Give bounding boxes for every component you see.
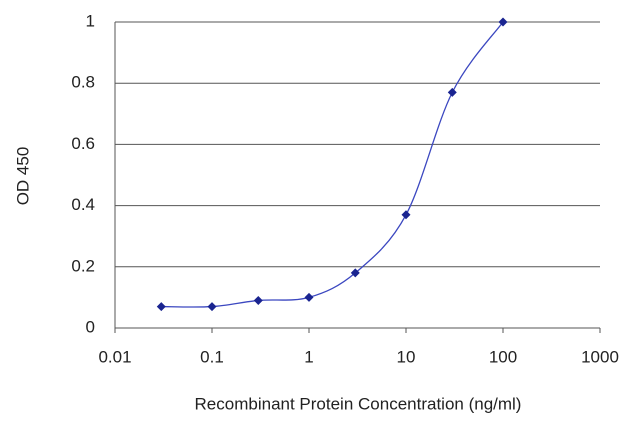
y-tick-label: 0.2	[71, 256, 95, 275]
x-axis-label: Recombinant Protein Concentration (ng/ml…	[195, 394, 522, 413]
data-point	[350, 268, 360, 278]
y-axis-label: OD 450	[13, 147, 32, 206]
data-point	[304, 292, 314, 302]
data-point	[498, 17, 508, 27]
x-tick-label: 10	[397, 347, 416, 366]
x-tick-label: 0.01	[98, 347, 131, 366]
series-line	[161, 21, 504, 308]
y-tick-label: 0.4	[71, 195, 95, 214]
data-point	[156, 302, 166, 312]
data-point	[207, 302, 217, 312]
x-tick-label: 1000	[581, 347, 619, 366]
y-tick-label: 0.6	[71, 134, 95, 153]
x-tick-label: 0.1	[200, 347, 224, 366]
x-tick-label: 1	[304, 347, 313, 366]
y-tick-label: 1	[86, 11, 95, 30]
data-point	[447, 87, 457, 97]
y-tick-label: 0.8	[71, 73, 95, 92]
data-point	[253, 295, 263, 305]
y-tick-label: 0	[86, 317, 95, 336]
data-point	[401, 210, 411, 220]
x-tick-label: 100	[489, 347, 517, 366]
